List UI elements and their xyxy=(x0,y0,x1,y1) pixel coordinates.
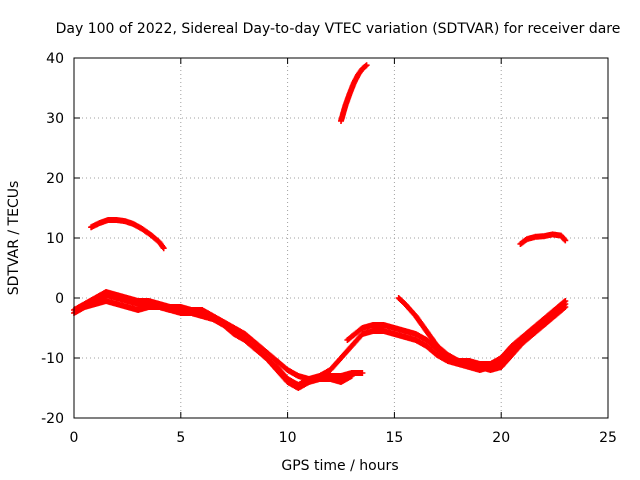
series-markers xyxy=(338,62,370,124)
y-tick-label: 40 xyxy=(46,51,64,67)
y-tick-label: 0 xyxy=(55,291,64,307)
x-axis-label: GPS time / hours xyxy=(281,458,398,474)
series-markers xyxy=(517,231,569,247)
grid-lines xyxy=(74,58,608,418)
chart-title: Day 100 of 2022, Sidereal Day-to-day VTE… xyxy=(56,21,621,37)
y-tick-label: 20 xyxy=(46,171,64,187)
y-tick-label: 10 xyxy=(46,231,64,247)
y-tick-label: -20 xyxy=(41,411,64,427)
series-arc-f xyxy=(88,217,167,252)
data-marks xyxy=(71,62,569,391)
series-arc-h xyxy=(517,231,569,247)
x-tick-label: 20 xyxy=(492,430,510,446)
series-arc-e xyxy=(395,295,569,373)
y-tick-label: -10 xyxy=(41,351,64,367)
x-tick-label: 0 xyxy=(70,430,79,446)
x-tick-label: 25 xyxy=(599,430,617,446)
x-tick-label: 5 xyxy=(176,430,185,446)
axis-ticks: 0 5 10 15 20 25 -20 -10 0 10 20 30 40 xyxy=(41,51,617,446)
series-arc-g xyxy=(338,62,370,124)
y-tick-label: 30 xyxy=(46,111,64,127)
y-axis-label: SDTVAR / TECUs xyxy=(6,181,22,296)
x-tick-label: 10 xyxy=(279,430,297,446)
series-markers xyxy=(395,295,569,373)
series-markers xyxy=(88,217,167,252)
x-tick-label: 15 xyxy=(385,430,403,446)
